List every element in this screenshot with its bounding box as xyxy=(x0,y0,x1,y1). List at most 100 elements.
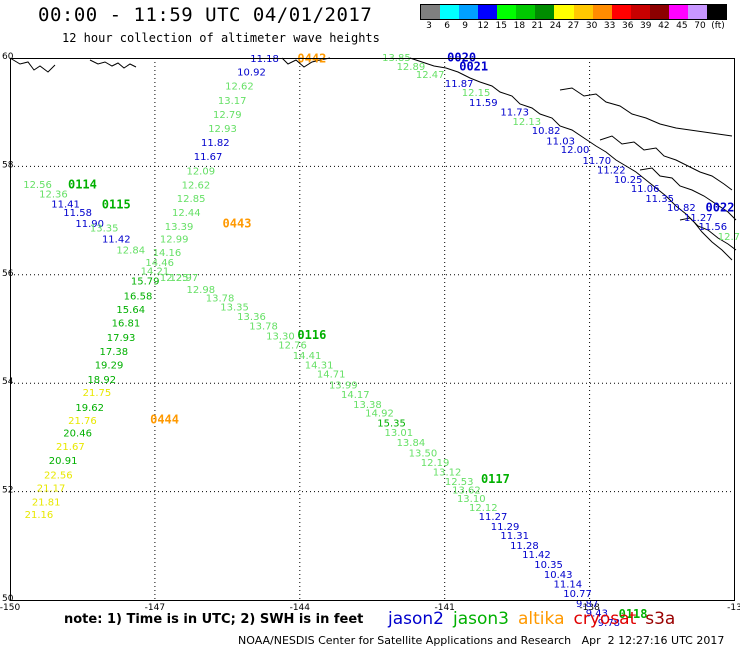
latitude-label: 56 xyxy=(2,269,14,279)
scale-swatch xyxy=(421,5,441,19)
wave-height-value: 21.67 xyxy=(56,442,85,453)
scale-label: 45 xyxy=(676,21,688,31)
wave-height-value: 9.78 xyxy=(598,618,620,629)
wave-height-value: 12.70 xyxy=(718,232,740,243)
latitude-label: 52 xyxy=(2,486,13,496)
satellite-legend-item: cryosat xyxy=(573,609,637,629)
wave-height-value: 13.35 xyxy=(90,224,119,235)
wave-height-value: 12.15 xyxy=(462,88,491,99)
scale-swatch xyxy=(440,5,460,19)
pass-time-label: 0444 xyxy=(150,413,179,427)
scale-swatch xyxy=(459,5,479,19)
scale-label: (ft) xyxy=(711,21,725,31)
wave-height-value: 15.64 xyxy=(116,305,145,316)
scale-label: 39 xyxy=(640,21,652,31)
scale-label: 6 xyxy=(444,21,450,31)
wave-height-value: 21.75 xyxy=(83,388,112,399)
color-scale-labels: 3 6 9 12 15 18 21 24 27 30 33 36 39 42 45 70 (ft) xyxy=(420,21,727,31)
wave-height-value: 11.58 xyxy=(63,208,92,219)
wave-height-value: 12.19 xyxy=(421,458,450,469)
pass-time-label: 0020 xyxy=(447,51,476,65)
wave-height-value: 12.47 xyxy=(416,70,445,81)
wave-height-value: 14.92 xyxy=(365,409,394,420)
wave-height-value: 12.62 xyxy=(182,180,211,191)
scale-swatch xyxy=(573,5,593,19)
wave-height-value: 13.36 xyxy=(237,312,266,323)
wave-height-value: 16.58 xyxy=(124,291,153,302)
pass-time-label: 0115 xyxy=(102,197,131,211)
wave-height-value: 9.43 xyxy=(586,609,608,620)
longitude-label: -138 xyxy=(579,603,600,613)
wave-height-value: 13.35 xyxy=(220,302,249,313)
latitude-label: 54 xyxy=(2,377,14,387)
wave-height-value: 13.62 xyxy=(452,486,481,497)
wave-height-value: 11.73 xyxy=(500,108,529,119)
satellite-legend-item: altika xyxy=(518,609,565,629)
scale-swatch xyxy=(611,5,631,19)
scale-swatch xyxy=(535,5,555,19)
wave-height-value: 12.36 xyxy=(39,190,68,201)
longitude-label: -13 xyxy=(727,603,740,613)
wave-height-value: 13.38 xyxy=(353,400,382,411)
wave-height-value: 13.50 xyxy=(409,449,438,460)
scale-label: 36 xyxy=(621,21,634,31)
scale-swatch xyxy=(554,5,574,19)
latitude-label: 58 xyxy=(2,160,14,170)
pass-time-label: 0022 xyxy=(706,201,735,215)
scale-swatch xyxy=(668,5,688,19)
wave-height-value: 11.35 xyxy=(645,194,674,205)
wave-height-value: 20.91 xyxy=(49,456,78,467)
wave-height-value: 11.29 xyxy=(491,522,520,533)
wave-height-value: 13.39 xyxy=(165,222,194,233)
wave-height-value: 16.81 xyxy=(112,319,141,330)
wave-height-value: 11.22 xyxy=(597,166,626,177)
scale-swatch xyxy=(630,5,650,19)
wave-height-value: 11.31 xyxy=(500,531,529,542)
wave-height-value: 12.93 xyxy=(208,124,237,135)
scale-swatch xyxy=(478,5,498,19)
wave-height-value: 14.16 xyxy=(153,248,182,259)
wave-height-value: 14.17 xyxy=(341,390,370,401)
wave-height-value: 12.89 xyxy=(397,62,426,73)
scale-swatch xyxy=(497,5,517,19)
wave-height-value: 11.18 xyxy=(250,54,279,65)
wave-height-value: 12.85 xyxy=(177,194,206,205)
scale-swatch xyxy=(516,5,536,19)
wave-height-value: 10.35 xyxy=(534,560,563,571)
wave-height-value: 11.87 xyxy=(445,79,474,90)
scale-label: 70 xyxy=(694,21,706,31)
wave-height-value: 12.44 xyxy=(172,208,201,219)
wave-height-value: 14.21 xyxy=(141,267,170,278)
color-scale-bar xyxy=(420,4,727,20)
wave-height-value: 11.27 xyxy=(684,213,713,224)
wave-height-value: 11.90 xyxy=(75,219,104,230)
wave-height-value: 12.99 xyxy=(160,235,189,246)
wave-height-value: 12.13 xyxy=(512,117,541,128)
wave-height-value: 11.41 xyxy=(51,199,80,210)
wave-height-value: 11.70 xyxy=(583,156,612,167)
lat-lon-grid: 60 58 56 54 52 50-150 -147 -144 -141 -138 -13 xyxy=(0,52,740,613)
wave-height-value: 21.16 xyxy=(25,510,54,521)
wave-height-value: 14.41 xyxy=(293,351,322,362)
wave-height-value: 11.82 xyxy=(201,138,230,149)
satellite-legend-item: s3a xyxy=(645,609,676,629)
wave-height-value: 12.62 xyxy=(225,82,254,93)
credit-line: NOAA/NESDIS Center for Satellite Applica… xyxy=(238,634,725,647)
wave-height-value: 11.42 xyxy=(522,550,551,561)
wave-height-value: 11.14 xyxy=(554,579,583,590)
wave-height-value: 10.82 xyxy=(532,126,561,137)
satellite-legend-item: jason3 xyxy=(453,609,509,629)
wave-height-value: 13.01 xyxy=(384,428,413,439)
scale-label: 42 xyxy=(658,21,670,31)
scale-label: 33 xyxy=(603,21,616,31)
wave-height-value: 12.09 xyxy=(186,166,215,177)
wave-height-value: 10.77 xyxy=(563,589,592,600)
scale-swatch xyxy=(687,5,707,19)
wave-height-value: 12.56 xyxy=(23,180,52,191)
longitude-label: -141 xyxy=(434,603,454,613)
wave-height-value: 19.62 xyxy=(75,403,104,414)
wave-height-value: 12.12 xyxy=(469,503,498,514)
pass-time-label: 0443 xyxy=(223,216,252,230)
scale-swatch xyxy=(649,5,669,19)
